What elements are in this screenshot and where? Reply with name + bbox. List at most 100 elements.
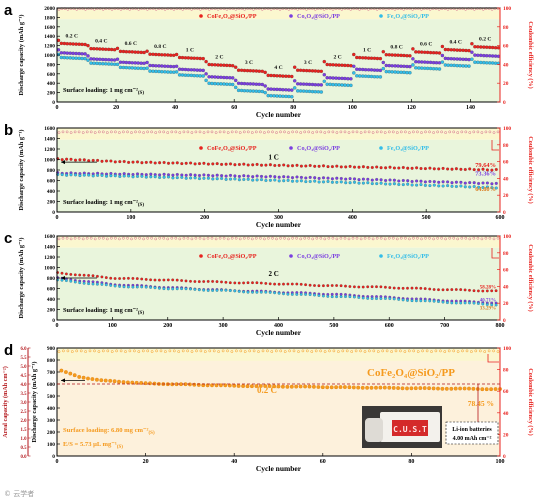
data-point [437,167,441,171]
data-point [396,70,400,74]
y-right-tick-label: 0 [503,318,506,324]
data-point [133,61,137,65]
data-point [425,60,430,65]
ce-point [440,236,443,240]
data-point [312,384,316,389]
ce-point [106,349,110,353]
data-point [378,68,383,73]
legend-label: CoFe₂O₄@SiO₂/PP [207,13,257,20]
y-right-tick-label: 100 [503,234,511,240]
data-point [287,74,291,79]
data-point [260,163,264,167]
ce-point [61,130,65,134]
ce-point [403,350,407,353]
data-point [220,280,223,284]
data-point [313,293,316,297]
data-point [346,83,350,88]
data-point [473,45,477,49]
data-point [98,57,102,62]
data-point [206,176,210,180]
data-point [490,186,494,190]
ce-point [395,237,399,241]
ce-point [408,131,411,134]
data-point [127,160,131,164]
data-point [378,56,383,61]
data-point [334,82,338,87]
data-point [322,72,326,77]
data-point [481,181,485,185]
data-point [275,94,279,98]
ce-point [311,131,315,134]
data-point [242,281,246,285]
data-point [366,177,370,181]
x-tick-label: 100 [126,215,135,221]
data-point [64,272,68,276]
data-point [285,384,290,389]
data-point [142,66,146,71]
data-point [338,385,343,390]
y-left2-tick-label: 0.0 [21,455,28,460]
data-point [330,295,334,299]
data-point [266,73,270,78]
ce-point [452,349,456,353]
data-point [453,386,458,391]
legend-label: Fe₂O₃@SiO₂/PP [387,13,429,20]
data-point [246,177,250,181]
data-point [118,65,123,70]
data-point [127,66,132,70]
data-point [232,383,237,388]
data-point [82,173,86,177]
ce-point [350,350,354,353]
x-axis-label: Cycle number [256,220,302,229]
data-point [446,301,449,305]
data-point [388,182,392,186]
data-point [166,278,170,282]
data-point [121,60,126,65]
data-point [319,69,323,74]
data-point [366,74,371,79]
data-point [272,87,276,92]
ce-point [190,237,194,241]
data-point [145,66,149,70]
ce-point [110,350,114,353]
legend-marker [289,146,293,150]
data-point [464,48,468,53]
data-point [344,165,348,169]
data-point [281,74,285,78]
data-point [112,58,117,62]
data-point [476,60,480,65]
data-point [140,161,144,165]
data-point [343,76,347,81]
data-point [220,174,224,178]
data-point [406,166,410,170]
data-point [493,387,498,392]
data-point [299,175,303,179]
data-point [273,282,277,286]
y-right-tick-label: 20 [503,81,509,87]
data-point [330,292,334,296]
ce-point [174,236,178,240]
ce-point [259,130,262,134]
data-point [485,181,489,185]
data-point [251,89,256,93]
data-point [87,159,91,163]
ce-point [404,130,407,134]
data-point [180,279,184,282]
data-point [423,287,427,291]
data-point [428,299,432,303]
ce-point [122,130,125,134]
data-point [347,385,352,390]
ce-point [270,350,274,353]
data-point [284,74,288,78]
legend-label: CoFe₂O₄@SiO₂/PP [207,145,257,152]
ce-point [492,237,496,241]
data-point [113,174,117,178]
data-point [109,276,113,280]
ce-point [214,237,218,241]
data-point [467,48,471,53]
data-point [490,168,494,172]
data-point [344,295,347,299]
ce-point [85,130,89,134]
data-point [423,299,427,303]
data-point [304,82,309,86]
